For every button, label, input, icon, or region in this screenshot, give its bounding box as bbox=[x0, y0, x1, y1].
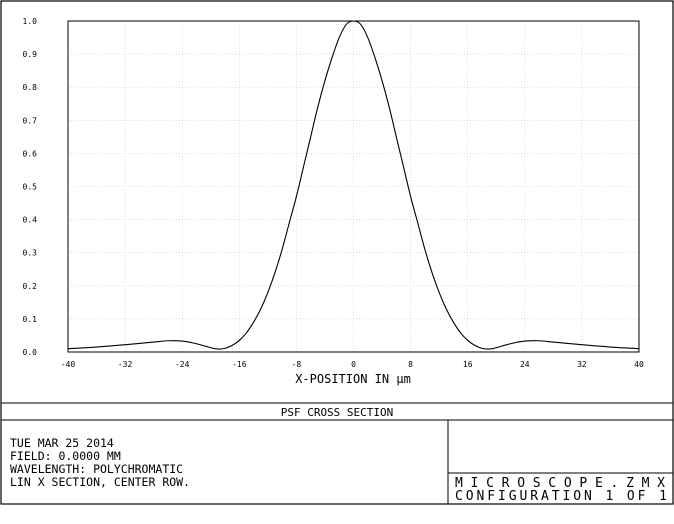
x-tick-label: 8 bbox=[408, 360, 413, 369]
wavelength-text: WAVELENGTH: POLYCHROMATIC bbox=[10, 462, 183, 476]
y-tick-label: 0.8 bbox=[23, 83, 38, 92]
x-tick-label: 32 bbox=[577, 360, 587, 369]
section-text: LIN X SECTION, CENTER ROW. bbox=[10, 475, 190, 489]
y-tick-label: 1.0 bbox=[23, 17, 38, 26]
psf-curve bbox=[67, 20, 640, 350]
outer-border bbox=[0, 0, 674, 505]
x-tick-label: 40 bbox=[634, 360, 644, 369]
x-tick-labels: -40 -32 -24 -16 -8 0 8 16 24 32 40 bbox=[61, 360, 644, 369]
x-tick-label: -8 bbox=[292, 360, 302, 369]
x-tick-label: -32 bbox=[118, 360, 133, 369]
y-tick-label: 0.1 bbox=[23, 315, 38, 324]
y-tick-label: 0.3 bbox=[23, 249, 38, 258]
x-tick-label: 24 bbox=[520, 360, 530, 369]
configuration-text: CONFIGURATION 1 OF 1 bbox=[455, 489, 667, 504]
grid-lines bbox=[67, 20, 640, 353]
x-axis-label: X-POSITION IN μm bbox=[295, 372, 411, 386]
x-tick-label: 0 bbox=[351, 360, 356, 369]
x-tick-label: -16 bbox=[232, 360, 247, 369]
chart-title: PSF CROSS SECTION bbox=[281, 406, 394, 419]
y-tick-label: 0.6 bbox=[23, 149, 38, 158]
x-tick-label: -40 bbox=[61, 360, 76, 369]
y-tick-label: 0.0 bbox=[23, 348, 38, 357]
y-tick-label: 0.7 bbox=[23, 116, 38, 125]
y-tick-labels: 0.0 0.1 0.2 0.3 0.4 0.5 0.6 0.7 0.8 0.9 1.0 bbox=[23, 17, 38, 357]
y-tick-label: 0.2 bbox=[23, 282, 38, 291]
y-tick-label: 0.4 bbox=[23, 216, 38, 225]
date-text: TUE MAR 25 2014 bbox=[10, 436, 114, 450]
x-tick-label: 16 bbox=[463, 360, 473, 369]
x-tick-label: -24 bbox=[175, 360, 190, 369]
plot-area: -40 -32 -24 -16 -8 0 8 16 24 32 40 0.0 0.1 0.2 0.3 0.4… bbox=[23, 17, 644, 386]
y-tick-label: 0.5 bbox=[23, 183, 38, 192]
y-tick-label: 0.9 bbox=[23, 50, 38, 59]
psf-plot-window: -40 -32 -24 -16 -8 0 8 16 24 32 40 0.0 0.1 0.2 0.3 0.4… bbox=[0, 0, 674, 505]
field-text: FIELD: 0.0000 MM bbox=[10, 449, 121, 463]
